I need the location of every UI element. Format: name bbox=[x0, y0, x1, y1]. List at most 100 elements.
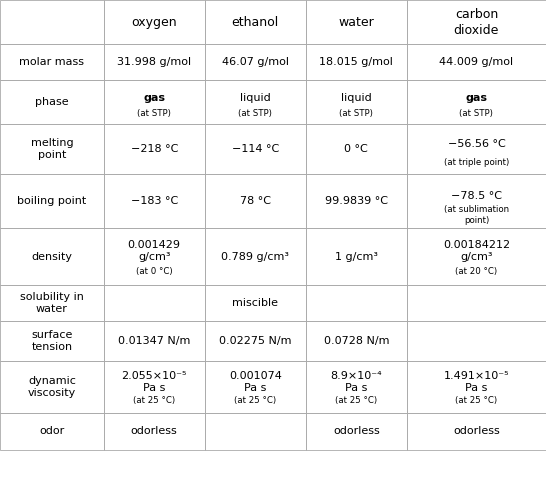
Bar bbox=[407, 80, 546, 124]
Bar bbox=[407, 124, 546, 174]
Bar bbox=[407, 285, 546, 321]
Text: boiling point: boiling point bbox=[17, 196, 86, 206]
Text: carbon
dioxide: carbon dioxide bbox=[454, 8, 499, 37]
Bar bbox=[104, 124, 205, 174]
Bar bbox=[104, 44, 205, 80]
Text: oxygen: oxygen bbox=[132, 16, 177, 29]
Text: 8.9×10⁻⁴
Pa s: 8.9×10⁻⁴ Pa s bbox=[330, 370, 382, 393]
Bar bbox=[407, 413, 546, 450]
Text: 99.9839 °C: 99.9839 °C bbox=[325, 196, 388, 206]
Bar bbox=[104, 80, 205, 124]
Text: molar mass: molar mass bbox=[19, 57, 85, 67]
Bar bbox=[0, 321, 104, 361]
Bar bbox=[104, 174, 205, 228]
Text: 0.001074
Pa s: 0.001074 Pa s bbox=[229, 370, 282, 393]
Text: miscible: miscible bbox=[232, 298, 278, 308]
Bar bbox=[205, 361, 306, 413]
Bar bbox=[205, 413, 306, 450]
Text: 0.789 g/cm³: 0.789 g/cm³ bbox=[221, 251, 289, 262]
Text: density: density bbox=[31, 251, 73, 262]
Text: odorless: odorless bbox=[333, 426, 379, 436]
Text: −56.56 °C: −56.56 °C bbox=[448, 139, 505, 149]
Text: (at STP): (at STP) bbox=[238, 109, 272, 119]
Text: (at triple point): (at triple point) bbox=[444, 158, 509, 166]
Bar bbox=[104, 361, 205, 413]
Bar bbox=[306, 80, 407, 124]
Text: 0.00184212
g/cm³: 0.00184212 g/cm³ bbox=[443, 240, 510, 262]
Text: (at 25 °C): (at 25 °C) bbox=[455, 396, 497, 405]
Text: (at 25 °C): (at 25 °C) bbox=[234, 396, 276, 405]
Text: (at 20 °C): (at 20 °C) bbox=[455, 267, 497, 276]
Bar bbox=[0, 80, 104, 124]
Bar bbox=[306, 124, 407, 174]
Text: 0.02275 N/m: 0.02275 N/m bbox=[219, 336, 292, 346]
Bar bbox=[0, 228, 104, 285]
Text: 0.01347 N/m: 0.01347 N/m bbox=[118, 336, 191, 346]
Bar bbox=[306, 0, 407, 44]
Bar bbox=[0, 361, 104, 413]
Text: ethanol: ethanol bbox=[232, 16, 279, 29]
Text: 44.009 g/mol: 44.009 g/mol bbox=[440, 57, 513, 67]
Text: 1.491×10⁻⁵
Pa s: 1.491×10⁻⁵ Pa s bbox=[444, 370, 509, 393]
Bar bbox=[0, 413, 104, 450]
Bar bbox=[306, 228, 407, 285]
Text: odor: odor bbox=[39, 426, 64, 436]
Text: odorless: odorless bbox=[131, 426, 177, 436]
Bar bbox=[205, 321, 306, 361]
Bar bbox=[407, 0, 546, 44]
Text: 18.015 g/mol: 18.015 g/mol bbox=[319, 57, 393, 67]
Text: −114 °C: −114 °C bbox=[232, 144, 279, 154]
Text: gas: gas bbox=[143, 93, 165, 103]
Bar bbox=[104, 285, 205, 321]
Text: 31.998 g/mol: 31.998 g/mol bbox=[117, 57, 191, 67]
Text: (at sublimation
point): (at sublimation point) bbox=[444, 206, 509, 225]
Text: 78 °C: 78 °C bbox=[240, 196, 271, 206]
Bar bbox=[104, 321, 205, 361]
Bar bbox=[104, 228, 205, 285]
Text: (at 0 °C): (at 0 °C) bbox=[136, 267, 173, 276]
Bar bbox=[205, 285, 306, 321]
Text: 2.055×10⁻⁵
Pa s: 2.055×10⁻⁵ Pa s bbox=[122, 370, 187, 393]
Text: 0 °C: 0 °C bbox=[345, 144, 368, 154]
Text: (at 25 °C): (at 25 °C) bbox=[133, 396, 175, 405]
Bar bbox=[0, 285, 104, 321]
Bar bbox=[205, 0, 306, 44]
Text: odorless: odorless bbox=[453, 426, 500, 436]
Text: (at STP): (at STP) bbox=[339, 109, 373, 119]
Bar bbox=[306, 285, 407, 321]
Text: (at STP): (at STP) bbox=[459, 109, 494, 119]
Bar bbox=[0, 0, 104, 44]
Bar bbox=[407, 361, 546, 413]
Bar bbox=[0, 124, 104, 174]
Text: water: water bbox=[339, 16, 374, 29]
Text: gas: gas bbox=[465, 93, 488, 103]
Text: liquid: liquid bbox=[240, 93, 271, 103]
Bar bbox=[205, 80, 306, 124]
Text: 0.0728 N/m: 0.0728 N/m bbox=[324, 336, 389, 346]
Text: −218 °C: −218 °C bbox=[130, 144, 178, 154]
Bar bbox=[306, 44, 407, 80]
Bar bbox=[0, 44, 104, 80]
Text: melting
point: melting point bbox=[31, 138, 73, 161]
Text: solubility in
water: solubility in water bbox=[20, 291, 84, 314]
Bar bbox=[205, 228, 306, 285]
Bar bbox=[306, 361, 407, 413]
Text: liquid: liquid bbox=[341, 93, 372, 103]
Text: phase: phase bbox=[35, 97, 69, 107]
Text: 1 g/cm³: 1 g/cm³ bbox=[335, 251, 378, 262]
Bar bbox=[407, 321, 546, 361]
Text: dynamic
viscosity: dynamic viscosity bbox=[28, 376, 76, 398]
Bar bbox=[205, 174, 306, 228]
Bar bbox=[306, 174, 407, 228]
Bar bbox=[407, 174, 546, 228]
Bar bbox=[407, 44, 546, 80]
Bar bbox=[407, 228, 546, 285]
Bar bbox=[0, 174, 104, 228]
Bar bbox=[205, 124, 306, 174]
Text: (at STP): (at STP) bbox=[137, 109, 171, 119]
Text: (at 25 °C): (at 25 °C) bbox=[335, 396, 377, 405]
Text: −183 °C: −183 °C bbox=[130, 196, 178, 206]
Text: surface
tension: surface tension bbox=[31, 329, 73, 352]
Bar bbox=[104, 413, 205, 450]
Bar bbox=[306, 413, 407, 450]
